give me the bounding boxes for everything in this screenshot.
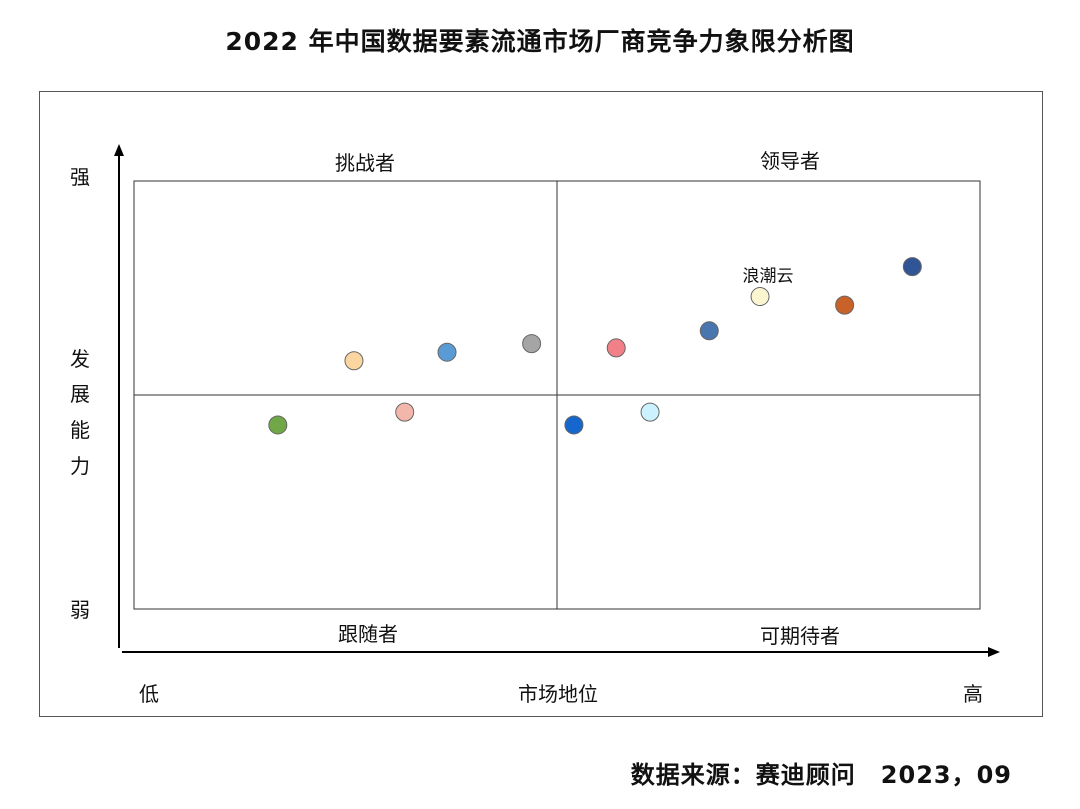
y-axis-label-char-4: 力 <box>70 454 90 478</box>
data-point-7 <box>606 338 626 358</box>
x-axis-label: 市场地位 <box>518 682 598 706</box>
x-low-label: 低 <box>139 682 159 706</box>
source-note: 数据来源：赛迪顾问 2023，09 <box>630 761 1012 789</box>
data-point-12 <box>902 257 922 277</box>
chart-title: 2022 年中国数据要素流通市场厂商竞争力象限分析图 <box>225 27 855 56</box>
y-low-label: 弱 <box>70 598 90 622</box>
data-point-6 <box>564 415 584 435</box>
data-point-10 <box>750 287 770 307</box>
quadrant-label-promising: 可期待者 <box>760 624 840 648</box>
data-point-label-10: 浪潮云 <box>743 267 794 287</box>
y-axis-label-char-1: 发 <box>70 347 90 371</box>
chart-frame <box>39 91 1043 717</box>
data-point-4 <box>437 342 457 362</box>
data-point-9 <box>699 321 719 341</box>
quadrant-label-followers: 跟随者 <box>338 622 398 646</box>
data-point-1 <box>268 415 288 435</box>
data-point-11 <box>835 295 855 315</box>
data-point-3 <box>395 402 415 422</box>
data-point-8 <box>640 402 660 422</box>
quadrant-label-challengers: 挑战者 <box>335 151 395 175</box>
quadrant-label-leaders: 领导者 <box>760 149 820 173</box>
x-high-label: 高 <box>963 682 983 706</box>
y-axis-label-char-2: 展 <box>70 382 90 406</box>
data-point-5 <box>522 334 542 354</box>
data-points: 浪潮云 <box>268 257 922 435</box>
y-high-label: 强 <box>70 165 90 189</box>
y-axis-label-char-3: 能 <box>70 418 90 442</box>
data-point-2 <box>344 351 364 371</box>
